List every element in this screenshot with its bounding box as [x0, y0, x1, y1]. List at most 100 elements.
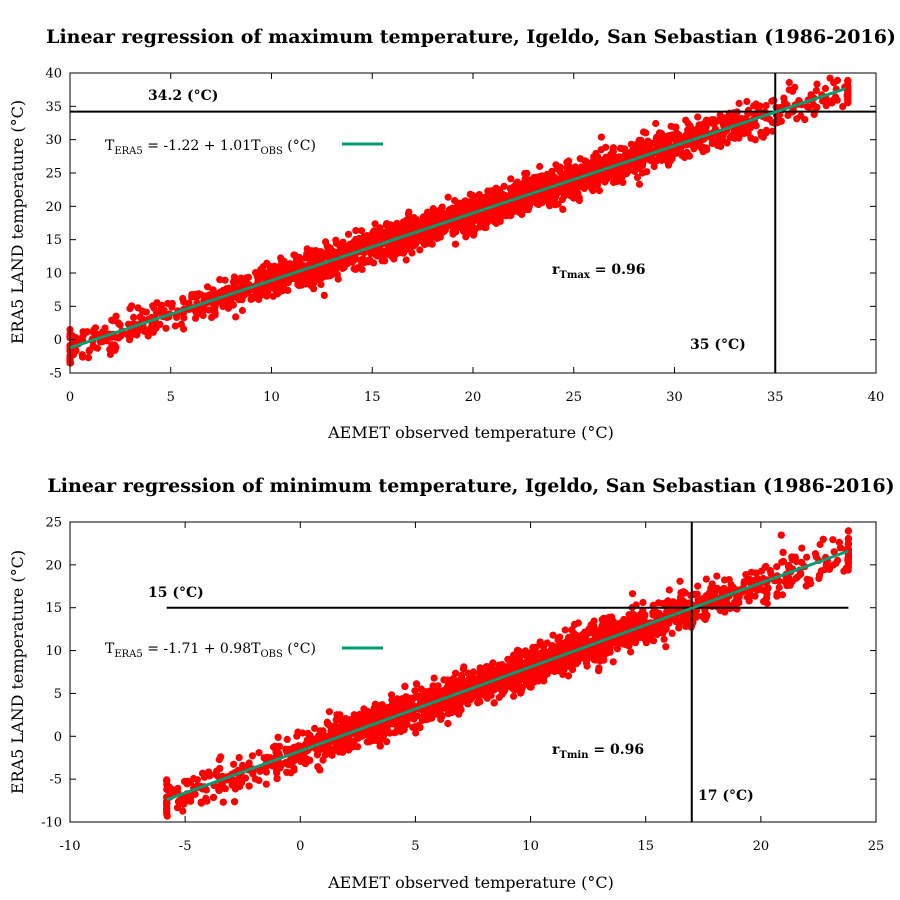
data-point: [139, 323, 147, 331]
reference-lines: [69, 73, 876, 373]
data-point: [401, 682, 409, 691]
chart-max-temperature: Linear regression of maximum temperature…: [8, 26, 896, 442]
data-point: [593, 181, 602, 189]
data-point: [288, 265, 296, 273]
data-point: [342, 257, 350, 266]
data-point: [834, 556, 842, 565]
data-point: [531, 174, 539, 182]
chart-title: Linear regression of minimum temperature…: [47, 475, 894, 497]
data-point: [844, 76, 852, 84]
data-point: [819, 535, 827, 543]
data-point: [708, 116, 716, 124]
data-point: [672, 123, 680, 131]
data-point: [803, 103, 812, 111]
data-point: [844, 99, 852, 107]
data-point: [697, 126, 705, 134]
data-point: [85, 346, 93, 354]
data-point: [443, 685, 451, 693]
data-point: [343, 742, 351, 750]
data-point: [344, 230, 353, 238]
data-point: [276, 262, 284, 270]
data-point: [538, 194, 546, 202]
data-point: [328, 263, 336, 271]
data-point: [735, 99, 743, 107]
data-point: [764, 584, 772, 592]
data-point: [521, 169, 529, 178]
data-point: [212, 770, 220, 778]
data-point: [421, 240, 429, 249]
data-point: [429, 682, 437, 690]
data-point: [446, 205, 454, 214]
data-point: [751, 592, 759, 600]
data-point: [163, 799, 171, 807]
data-point: [430, 228, 438, 236]
data-point: [238, 306, 246, 315]
data-point: [702, 575, 710, 583]
data-point: [386, 227, 394, 235]
data-point: [339, 242, 347, 250]
data-point: [650, 162, 658, 171]
data-point: [283, 735, 291, 744]
data-point: [762, 102, 770, 110]
data-point: [731, 115, 739, 123]
data-point: [656, 153, 664, 161]
data-point: [518, 210, 526, 219]
data-point: [762, 126, 771, 134]
data-point: [461, 221, 469, 229]
data-point: [96, 338, 105, 346]
vline-label: 35 (°C): [690, 337, 746, 353]
data-point: [464, 205, 472, 213]
data-point: [345, 244, 353, 252]
data-point: [813, 80, 821, 88]
data-point: [694, 582, 702, 590]
y-tick-label: 35: [45, 100, 62, 115]
data-point: [179, 807, 187, 815]
data-point: [554, 200, 562, 208]
data-point: [134, 304, 142, 312]
data-point: [798, 544, 806, 552]
data-point: [386, 729, 394, 737]
data-point: [668, 629, 676, 638]
data-point: [682, 116, 690, 124]
data-point: [354, 264, 362, 272]
data-point: [348, 258, 356, 266]
data-point: [309, 269, 317, 277]
data-point: [451, 240, 460, 248]
data-point: [443, 677, 451, 685]
x-tick-label: 0: [66, 390, 74, 405]
data-point: [319, 249, 327, 257]
data-point: [785, 78, 793, 87]
data-point: [735, 599, 743, 607]
data-point: [682, 149, 691, 158]
data-point: [592, 647, 601, 655]
data-point: [601, 157, 610, 165]
data-point: [745, 597, 753, 605]
data-point: [282, 745, 290, 753]
data-point: [558, 195, 567, 204]
x-axis-label: AEMET observed temperature (°C): [327, 423, 614, 442]
data-point: [839, 103, 847, 111]
y-tick-label: 40: [45, 67, 62, 82]
data-point: [569, 189, 577, 197]
data-point: [328, 751, 336, 759]
y-tick-label: 15: [45, 233, 62, 248]
data-point: [180, 314, 188, 322]
data-point: [189, 790, 197, 799]
data-point: [553, 165, 562, 173]
data-point: [93, 344, 101, 352]
data-point: [191, 290, 199, 298]
y-tick-label: 30: [45, 133, 62, 148]
data-point: [632, 160, 640, 168]
data-point: [255, 749, 263, 757]
data-point: [69, 332, 77, 340]
data-point: [142, 308, 150, 316]
data-point: [335, 748, 343, 756]
y-tick-label: 25: [45, 167, 62, 182]
data-point: [525, 176, 533, 184]
data-point: [510, 185, 519, 193]
data-point: [374, 710, 382, 718]
data-point: [211, 302, 219, 310]
data-point: [205, 306, 213, 314]
data-point: [791, 83, 799, 91]
data-point: [785, 86, 793, 94]
